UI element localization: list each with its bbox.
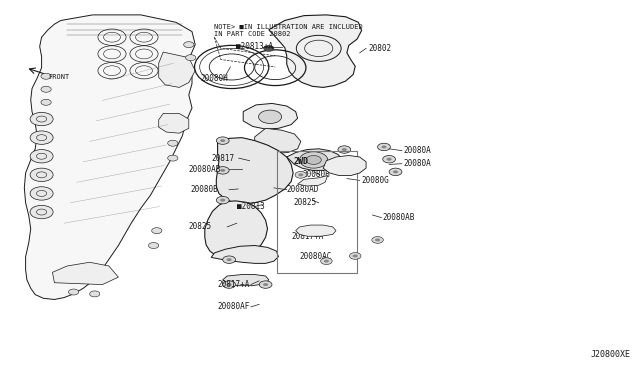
Text: 20825: 20825 [293, 198, 316, 207]
Text: 20080AB: 20080AB [189, 165, 221, 174]
Circle shape [220, 139, 225, 142]
Polygon shape [243, 103, 298, 129]
Circle shape [295, 171, 307, 178]
Circle shape [223, 281, 236, 288]
Circle shape [378, 143, 390, 151]
Polygon shape [223, 275, 269, 286]
Circle shape [68, 289, 79, 295]
Text: ■20813: ■20813 [237, 202, 264, 211]
Text: 20817+A: 20817+A [291, 232, 324, 241]
Text: ■20813+A: ■20813+A [236, 42, 273, 51]
Polygon shape [216, 138, 293, 204]
Circle shape [168, 140, 178, 146]
Polygon shape [296, 225, 336, 236]
Text: FRONT: FRONT [48, 74, 69, 80]
Text: 20825: 20825 [189, 222, 212, 231]
Circle shape [227, 283, 232, 286]
Circle shape [30, 112, 53, 126]
Circle shape [41, 86, 51, 92]
Circle shape [321, 258, 332, 264]
Circle shape [389, 168, 402, 176]
Circle shape [324, 260, 329, 263]
Polygon shape [269, 15, 362, 87]
Circle shape [264, 45, 274, 51]
Text: 20080AF: 20080AF [218, 302, 250, 311]
Circle shape [216, 196, 229, 204]
Circle shape [168, 155, 178, 161]
Text: 20080A: 20080A [403, 146, 431, 155]
Text: 20080B: 20080B [302, 170, 330, 179]
Circle shape [220, 199, 225, 202]
Text: 20080H: 20080H [200, 74, 228, 83]
Text: J20800XE: J20800XE [590, 350, 630, 359]
Circle shape [393, 170, 398, 173]
Circle shape [41, 99, 51, 105]
Circle shape [41, 73, 51, 79]
Circle shape [342, 157, 355, 164]
Circle shape [259, 110, 282, 124]
Circle shape [346, 159, 351, 162]
Polygon shape [52, 262, 118, 285]
Circle shape [152, 228, 162, 234]
Circle shape [298, 173, 303, 176]
Circle shape [387, 158, 392, 161]
Polygon shape [159, 113, 189, 133]
Circle shape [30, 205, 53, 219]
Circle shape [306, 155, 321, 164]
Circle shape [216, 137, 229, 144]
Circle shape [353, 254, 358, 257]
Circle shape [30, 187, 53, 200]
Text: 20080A: 20080A [403, 159, 431, 168]
Text: 20817+A: 20817+A [218, 280, 250, 289]
Bar [277, 151, 357, 273]
Text: 20080AB: 20080AB [383, 213, 415, 222]
Circle shape [375, 238, 380, 241]
Polygon shape [205, 201, 268, 259]
Circle shape [259, 281, 272, 288]
Circle shape [223, 256, 236, 263]
Circle shape [383, 155, 396, 163]
Circle shape [184, 42, 194, 48]
Circle shape [300, 152, 328, 168]
Circle shape [338, 146, 351, 153]
Polygon shape [159, 52, 195, 87]
Polygon shape [287, 149, 342, 170]
Text: 20080AC: 20080AC [300, 252, 332, 261]
Polygon shape [323, 155, 366, 176]
Circle shape [349, 253, 361, 259]
Polygon shape [211, 246, 278, 263]
Circle shape [30, 168, 53, 182]
Circle shape [381, 145, 387, 148]
Polygon shape [298, 176, 328, 186]
Polygon shape [255, 128, 301, 153]
Text: 2WD: 2WD [293, 157, 308, 166]
Circle shape [227, 258, 232, 261]
Circle shape [342, 148, 347, 151]
Text: 20080G: 20080G [362, 176, 389, 185]
Circle shape [148, 243, 159, 248]
Text: 20080B: 20080B [191, 185, 218, 194]
Circle shape [372, 237, 383, 243]
Circle shape [186, 55, 196, 61]
Text: 20817: 20817 [211, 154, 234, 163]
Circle shape [263, 283, 268, 286]
Circle shape [30, 150, 53, 163]
Text: 20802: 20802 [368, 44, 391, 53]
Circle shape [220, 169, 225, 172]
Text: NOTE> ■IN ILLUSTRATION ARE INCLUDED
IN PART CODE 20802: NOTE> ■IN ILLUSTRATION ARE INCLUDED IN P… [214, 24, 363, 37]
Text: 20080AD: 20080AD [287, 185, 319, 194]
Circle shape [216, 167, 229, 174]
Circle shape [30, 131, 53, 144]
Polygon shape [24, 15, 195, 299]
Circle shape [90, 291, 100, 297]
